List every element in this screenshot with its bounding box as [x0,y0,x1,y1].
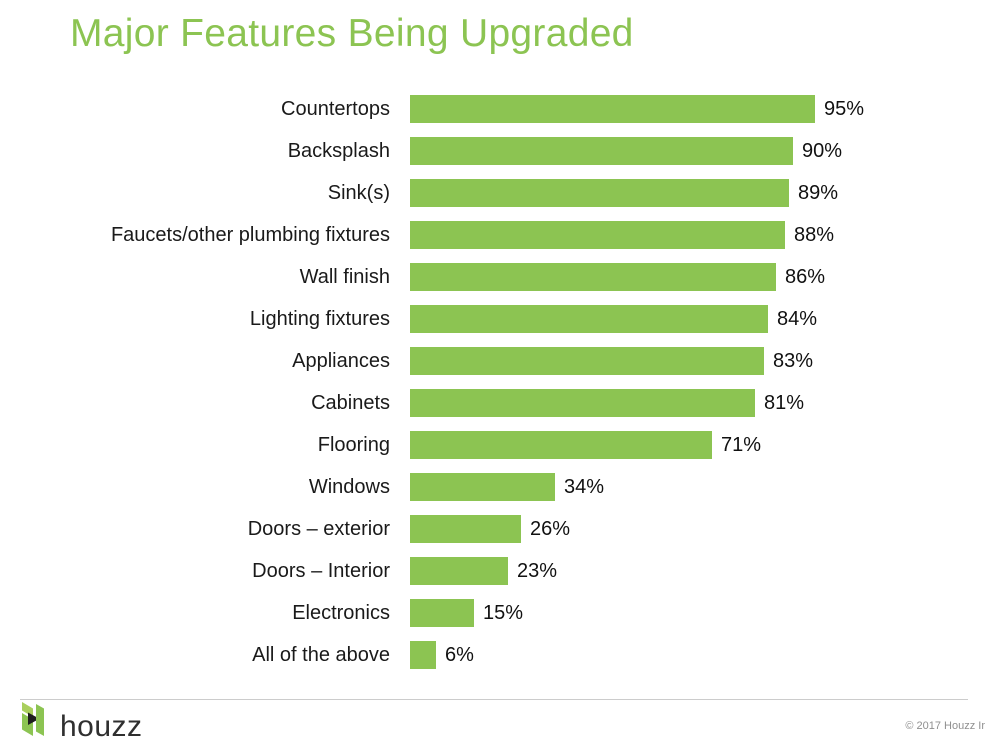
bar-area: 15% [410,599,523,627]
bar [410,641,436,669]
chart-title: Major Features Being Upgraded [70,12,634,55]
bar [410,515,521,543]
chart-row: Appliances 83% [0,340,990,382]
bar-area: 90% [410,137,842,165]
value-label: 90% [802,139,843,162]
value-label: 15% [483,601,524,624]
bar [410,221,785,249]
category-label: Cabinets [311,391,390,414]
category-label: Countertops [281,97,390,120]
chart-row: Flooring 71% [0,424,990,466]
bar [410,557,508,585]
bar-area: 34% [410,473,604,501]
bar [410,347,764,375]
bar-area: 88% [410,221,834,249]
chart-row: Sink(s) 89% [0,172,990,214]
value-label: 95% [824,97,865,120]
category-label: Sink(s) [327,181,390,204]
category-label: Lighting fixtures [249,307,390,330]
value-label: 23% [517,559,558,582]
value-label: 81% [764,391,805,414]
chart-row: Cabinets 81% [0,382,990,424]
bar [410,473,555,501]
category-label: Flooring [317,433,390,456]
value-label: 84% [777,307,818,330]
bar-chart: Countertops 95% Backsplash 90% Sink(s) 89% Fau… [0,88,990,676]
copyright-text: © 2017 Houzz Ir [905,720,985,732]
chart-row: Lighting fixtures 84% [0,298,990,340]
value-label: 86% [785,265,826,288]
category-label: Wall finish [299,265,390,288]
chart-row: Doors – exterior 26% [0,508,990,550]
chart-row: All of the above 6% [0,634,990,676]
bar [410,137,793,165]
chart-row: Windows 34% [0,466,990,508]
bar-area: 86% [410,263,825,291]
chart-row: Doors – Interior 23% [0,550,990,592]
value-label: 26% [530,517,571,540]
chart-row: Electronics 15% [0,592,990,634]
category-label: Doors – exterior [247,517,390,540]
bar-area: 6% [410,641,474,669]
value-label: 88% [794,223,835,246]
chart-row: Faucets/other plumbing fixtures 88% [0,214,990,256]
chart-row: Countertops 95% [0,88,990,130]
bar [410,95,815,123]
bar [410,599,474,627]
bar [410,431,712,459]
value-label: 71% [721,433,762,456]
value-label: 34% [564,475,605,498]
chart-row: Wall finish 86% [0,256,990,298]
houzz-wordmark: houzz [60,709,143,742]
houzz-logo: houzz [22,702,143,741]
houzz-logo-icon [22,702,53,741]
category-label: Backsplash [287,139,390,162]
category-label: Windows [308,475,390,498]
value-label: 6% [445,643,474,666]
footer-divider [20,699,968,700]
category-label: All of the above [252,643,390,666]
category-label: Doors – Interior [252,559,390,582]
bar [410,389,755,417]
category-label: Faucets/other plumbing fixtures [110,223,390,246]
bar [410,263,776,291]
bar-area: 83% [410,347,813,375]
bar-area: 95% [410,95,864,123]
bar [410,179,789,207]
bar-area: 89% [410,179,838,207]
chart-row: Backsplash 90% [0,130,990,172]
bar-area: 71% [410,431,761,459]
category-label: Appliances [292,349,390,372]
bar [410,305,768,333]
value-label: 83% [773,349,814,372]
bar-area: 84% [410,305,817,333]
bar-area: 26% [410,515,570,543]
value-label: 89% [798,181,839,204]
category-label: Electronics [292,601,390,624]
bar-area: 23% [410,557,557,585]
bar-area: 81% [410,389,804,417]
